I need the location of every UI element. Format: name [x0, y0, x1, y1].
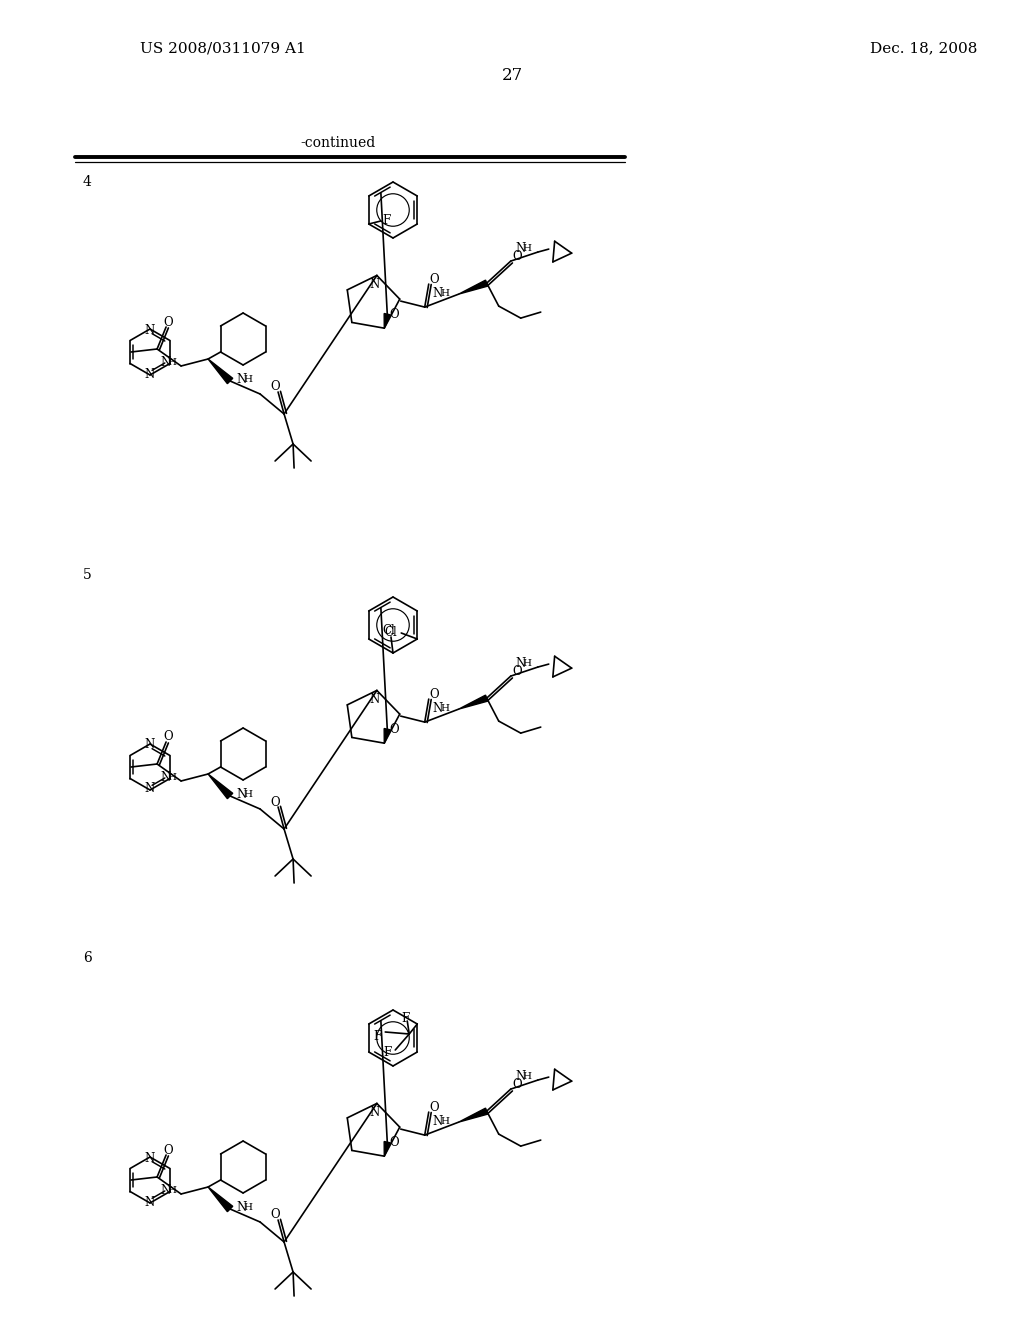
Polygon shape [384, 729, 390, 743]
Text: N: N [515, 1071, 525, 1084]
Text: F: F [373, 1030, 381, 1043]
Text: N: N [144, 783, 155, 796]
Text: H: H [244, 375, 253, 384]
Text: Dec. 18, 2008: Dec. 18, 2008 [870, 41, 977, 55]
Text: F: F [383, 1045, 391, 1059]
Text: H: H [522, 244, 531, 253]
Text: O: O [389, 308, 399, 321]
Polygon shape [208, 359, 232, 384]
Text: O: O [512, 664, 521, 677]
Text: Cl: Cl [385, 627, 397, 639]
Text: O: O [270, 1209, 280, 1221]
Text: H: H [168, 1185, 176, 1195]
Text: O: O [512, 1077, 521, 1090]
Text: H: H [168, 358, 176, 367]
Text: N: N [515, 657, 525, 671]
Text: N: N [515, 242, 525, 255]
Text: O: O [429, 273, 438, 285]
Text: H: H [440, 704, 450, 713]
Text: O: O [389, 722, 399, 735]
Text: -continued: -continued [300, 136, 376, 150]
Polygon shape [459, 280, 487, 294]
Text: F: F [401, 1011, 410, 1024]
Text: N: N [236, 788, 246, 801]
Text: 6: 6 [83, 950, 92, 965]
Text: H: H [440, 1117, 450, 1126]
Text: 27: 27 [502, 67, 522, 84]
Text: N: N [370, 279, 380, 290]
Text: H: H [244, 1203, 253, 1212]
Text: N: N [144, 1151, 155, 1164]
Text: H: H [440, 289, 450, 298]
Polygon shape [459, 696, 487, 709]
Text: H: H [522, 1072, 531, 1081]
Text: N: N [144, 367, 155, 380]
Polygon shape [384, 1142, 390, 1156]
Polygon shape [208, 1187, 232, 1212]
Text: 4: 4 [83, 176, 92, 189]
Text: N: N [144, 1196, 155, 1209]
Polygon shape [459, 1107, 487, 1122]
Polygon shape [384, 313, 390, 329]
Text: N: N [432, 702, 442, 715]
Polygon shape [208, 774, 232, 799]
Text: N: N [144, 323, 155, 337]
Text: O: O [512, 249, 521, 263]
Text: N: N [236, 374, 246, 385]
Text: N: N [160, 1184, 170, 1197]
Text: N: N [370, 693, 380, 706]
Text: O: O [163, 730, 173, 743]
Text: N: N [236, 1201, 246, 1214]
Text: N: N [432, 288, 442, 300]
Text: O: O [163, 315, 173, 329]
Text: N: N [160, 771, 170, 784]
Text: O: O [429, 1101, 438, 1114]
Text: US 2008/0311079 A1: US 2008/0311079 A1 [140, 41, 306, 55]
Text: N: N [370, 1106, 380, 1119]
Text: 5: 5 [83, 568, 92, 582]
Text: O: O [163, 1143, 173, 1156]
Text: N: N [160, 356, 170, 370]
Text: O: O [270, 380, 280, 393]
Text: H: H [244, 789, 253, 799]
Text: N: N [432, 1115, 442, 1129]
Text: O: O [270, 796, 280, 808]
Text: H: H [168, 774, 176, 781]
Text: H: H [522, 659, 531, 668]
Text: N: N [144, 738, 155, 751]
Text: Cl: Cl [383, 624, 395, 638]
Text: O: O [389, 1135, 399, 1148]
Text: O: O [429, 688, 438, 701]
Text: F: F [383, 214, 391, 227]
